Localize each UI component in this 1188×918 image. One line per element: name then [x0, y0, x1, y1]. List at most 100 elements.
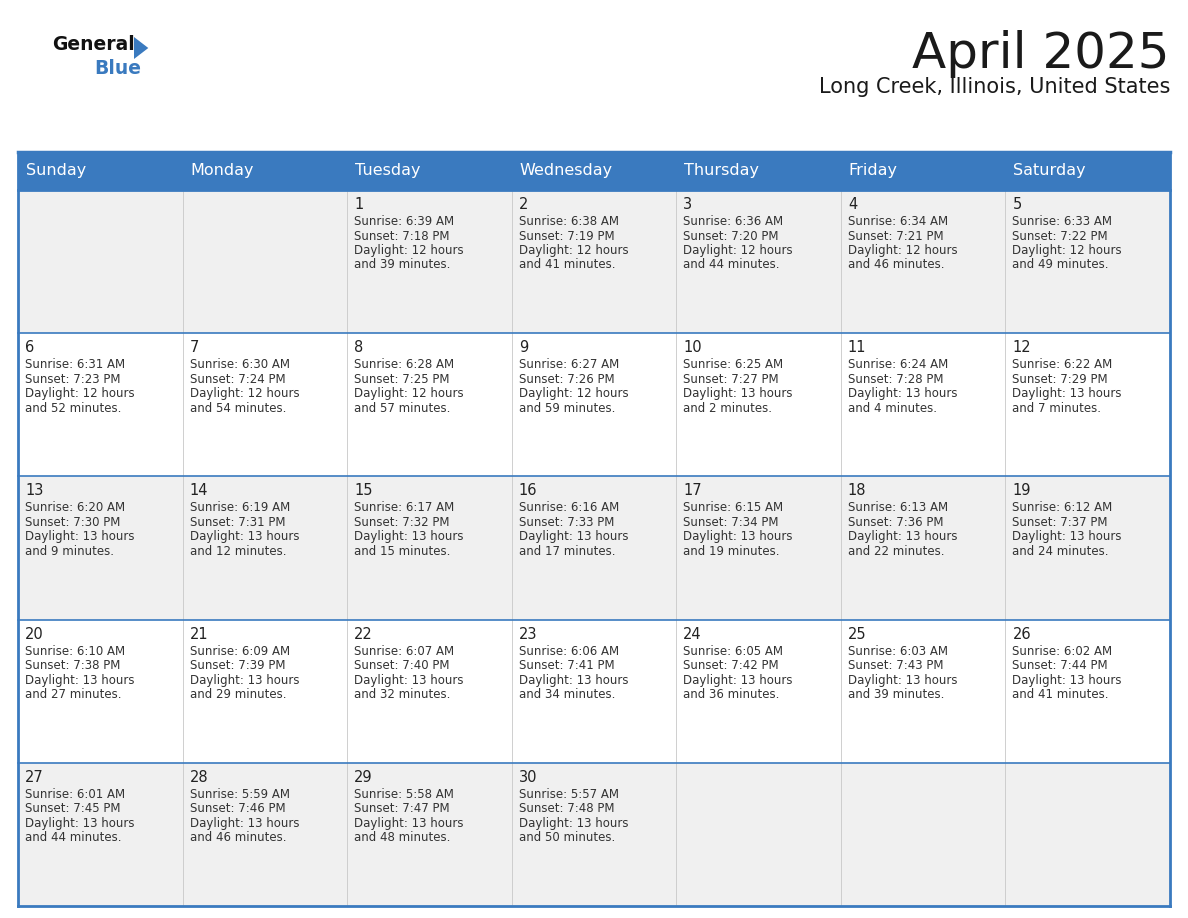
- Text: and 29 minutes.: and 29 minutes.: [190, 688, 286, 701]
- Text: 24: 24: [683, 627, 702, 642]
- Text: Sunrise: 6:09 AM: Sunrise: 6:09 AM: [190, 644, 290, 657]
- Text: Sunset: 7:18 PM: Sunset: 7:18 PM: [354, 230, 449, 242]
- Text: Daylight: 13 hours: Daylight: 13 hours: [519, 674, 628, 687]
- Text: Sunrise: 6:27 AM: Sunrise: 6:27 AM: [519, 358, 619, 371]
- Text: and 4 minutes.: and 4 minutes.: [848, 402, 937, 415]
- Text: Daylight: 13 hours: Daylight: 13 hours: [25, 817, 134, 830]
- Text: Sunrise: 6:05 AM: Sunrise: 6:05 AM: [683, 644, 783, 657]
- Text: and 41 minutes.: and 41 minutes.: [519, 259, 615, 272]
- Text: Tuesday: Tuesday: [355, 163, 421, 178]
- Text: 26: 26: [1012, 627, 1031, 642]
- Text: 11: 11: [848, 341, 866, 355]
- Text: Sunset: 7:23 PM: Sunset: 7:23 PM: [25, 373, 120, 386]
- Text: Sunrise: 5:59 AM: Sunrise: 5:59 AM: [190, 788, 290, 800]
- Text: Friday: Friday: [849, 163, 898, 178]
- Text: Daylight: 13 hours: Daylight: 13 hours: [190, 817, 299, 830]
- Text: Daylight: 13 hours: Daylight: 13 hours: [354, 674, 463, 687]
- Text: 5: 5: [1012, 197, 1022, 212]
- Text: Sunrise: 6:38 AM: Sunrise: 6:38 AM: [519, 215, 619, 228]
- Text: Sunrise: 6:16 AM: Sunrise: 6:16 AM: [519, 501, 619, 514]
- Text: Sunset: 7:27 PM: Sunset: 7:27 PM: [683, 373, 779, 386]
- Text: 19: 19: [1012, 484, 1031, 498]
- Text: Sunrise: 6:33 AM: Sunrise: 6:33 AM: [1012, 215, 1112, 228]
- Text: Sunset: 7:19 PM: Sunset: 7:19 PM: [519, 230, 614, 242]
- Text: and 41 minutes.: and 41 minutes.: [1012, 688, 1108, 701]
- Text: Daylight: 12 hours: Daylight: 12 hours: [1012, 244, 1121, 257]
- Text: Sunrise: 6:39 AM: Sunrise: 6:39 AM: [354, 215, 454, 228]
- Text: and 9 minutes.: and 9 minutes.: [25, 545, 114, 558]
- Text: 6: 6: [25, 341, 34, 355]
- Text: Sunset: 7:29 PM: Sunset: 7:29 PM: [1012, 373, 1108, 386]
- Text: Sunrise: 6:07 AM: Sunrise: 6:07 AM: [354, 644, 454, 657]
- Text: 14: 14: [190, 484, 208, 498]
- Text: and 7 minutes.: and 7 minutes.: [1012, 402, 1101, 415]
- Text: Daylight: 13 hours: Daylight: 13 hours: [848, 674, 958, 687]
- Text: Sunset: 7:47 PM: Sunset: 7:47 PM: [354, 802, 450, 815]
- Text: and 2 minutes.: and 2 minutes.: [683, 402, 772, 415]
- Bar: [18, 152, 1170, 190]
- Text: Sunset: 7:34 PM: Sunset: 7:34 PM: [683, 516, 779, 529]
- Text: 15: 15: [354, 484, 373, 498]
- Text: and 46 minutes.: and 46 minutes.: [190, 832, 286, 845]
- Text: Blue: Blue: [94, 59, 141, 78]
- Text: Wednesday: Wednesday: [519, 163, 613, 178]
- Text: April 2025: April 2025: [912, 30, 1170, 78]
- Text: 27: 27: [25, 770, 44, 785]
- Bar: [18, 763, 1170, 906]
- Text: 25: 25: [848, 627, 866, 642]
- Text: Sunset: 7:21 PM: Sunset: 7:21 PM: [848, 230, 943, 242]
- Text: Sunset: 7:20 PM: Sunset: 7:20 PM: [683, 230, 779, 242]
- Text: Daylight: 13 hours: Daylight: 13 hours: [1012, 674, 1121, 687]
- Text: Sunrise: 6:28 AM: Sunrise: 6:28 AM: [354, 358, 454, 371]
- Text: Sunrise: 6:30 AM: Sunrise: 6:30 AM: [190, 358, 290, 371]
- Text: Sunset: 7:41 PM: Sunset: 7:41 PM: [519, 659, 614, 672]
- Text: 21: 21: [190, 627, 208, 642]
- Text: Sunset: 7:43 PM: Sunset: 7:43 PM: [848, 659, 943, 672]
- Text: Sunset: 7:22 PM: Sunset: 7:22 PM: [1012, 230, 1108, 242]
- Text: 12: 12: [1012, 341, 1031, 355]
- Text: Thursday: Thursday: [684, 163, 759, 178]
- Text: Sunrise: 6:13 AM: Sunrise: 6:13 AM: [848, 501, 948, 514]
- Text: Daylight: 12 hours: Daylight: 12 hours: [354, 244, 463, 257]
- Text: Daylight: 13 hours: Daylight: 13 hours: [354, 817, 463, 830]
- Text: Daylight: 13 hours: Daylight: 13 hours: [683, 674, 792, 687]
- Text: and 17 minutes.: and 17 minutes.: [519, 545, 615, 558]
- Text: Sunset: 7:24 PM: Sunset: 7:24 PM: [190, 373, 285, 386]
- Text: 10: 10: [683, 341, 702, 355]
- Text: 16: 16: [519, 484, 537, 498]
- Bar: [18, 190, 1170, 333]
- Text: and 50 minutes.: and 50 minutes.: [519, 832, 615, 845]
- Text: Daylight: 13 hours: Daylight: 13 hours: [848, 531, 958, 543]
- Text: Daylight: 13 hours: Daylight: 13 hours: [519, 817, 628, 830]
- Text: Daylight: 13 hours: Daylight: 13 hours: [848, 387, 958, 400]
- Text: Sunset: 7:26 PM: Sunset: 7:26 PM: [519, 373, 614, 386]
- Text: 3: 3: [683, 197, 693, 212]
- Text: Sunset: 7:44 PM: Sunset: 7:44 PM: [1012, 659, 1108, 672]
- Bar: [18, 476, 1170, 620]
- Text: 13: 13: [25, 484, 44, 498]
- Text: Sunset: 7:28 PM: Sunset: 7:28 PM: [848, 373, 943, 386]
- Text: 8: 8: [354, 341, 364, 355]
- Text: and 27 minutes.: and 27 minutes.: [25, 688, 121, 701]
- Text: Sunset: 7:39 PM: Sunset: 7:39 PM: [190, 659, 285, 672]
- Text: Daylight: 12 hours: Daylight: 12 hours: [354, 387, 463, 400]
- Text: Sunset: 7:38 PM: Sunset: 7:38 PM: [25, 659, 120, 672]
- Text: 4: 4: [848, 197, 857, 212]
- Text: and 22 minutes.: and 22 minutes.: [848, 545, 944, 558]
- Polygon shape: [134, 37, 148, 59]
- Text: Daylight: 13 hours: Daylight: 13 hours: [683, 387, 792, 400]
- Text: and 32 minutes.: and 32 minutes.: [354, 688, 450, 701]
- Text: 30: 30: [519, 770, 537, 785]
- Text: Daylight: 12 hours: Daylight: 12 hours: [25, 387, 134, 400]
- Text: Sunrise: 6:01 AM: Sunrise: 6:01 AM: [25, 788, 125, 800]
- Text: and 39 minutes.: and 39 minutes.: [848, 688, 944, 701]
- Text: and 48 minutes.: and 48 minutes.: [354, 832, 450, 845]
- Text: 7: 7: [190, 341, 198, 355]
- Text: and 54 minutes.: and 54 minutes.: [190, 402, 286, 415]
- Text: Monday: Monday: [190, 163, 254, 178]
- Text: Daylight: 13 hours: Daylight: 13 hours: [683, 531, 792, 543]
- Text: and 52 minutes.: and 52 minutes.: [25, 402, 121, 415]
- Text: Sunrise: 6:02 AM: Sunrise: 6:02 AM: [1012, 644, 1112, 657]
- Text: 23: 23: [519, 627, 537, 642]
- Text: Daylight: 13 hours: Daylight: 13 hours: [1012, 531, 1121, 543]
